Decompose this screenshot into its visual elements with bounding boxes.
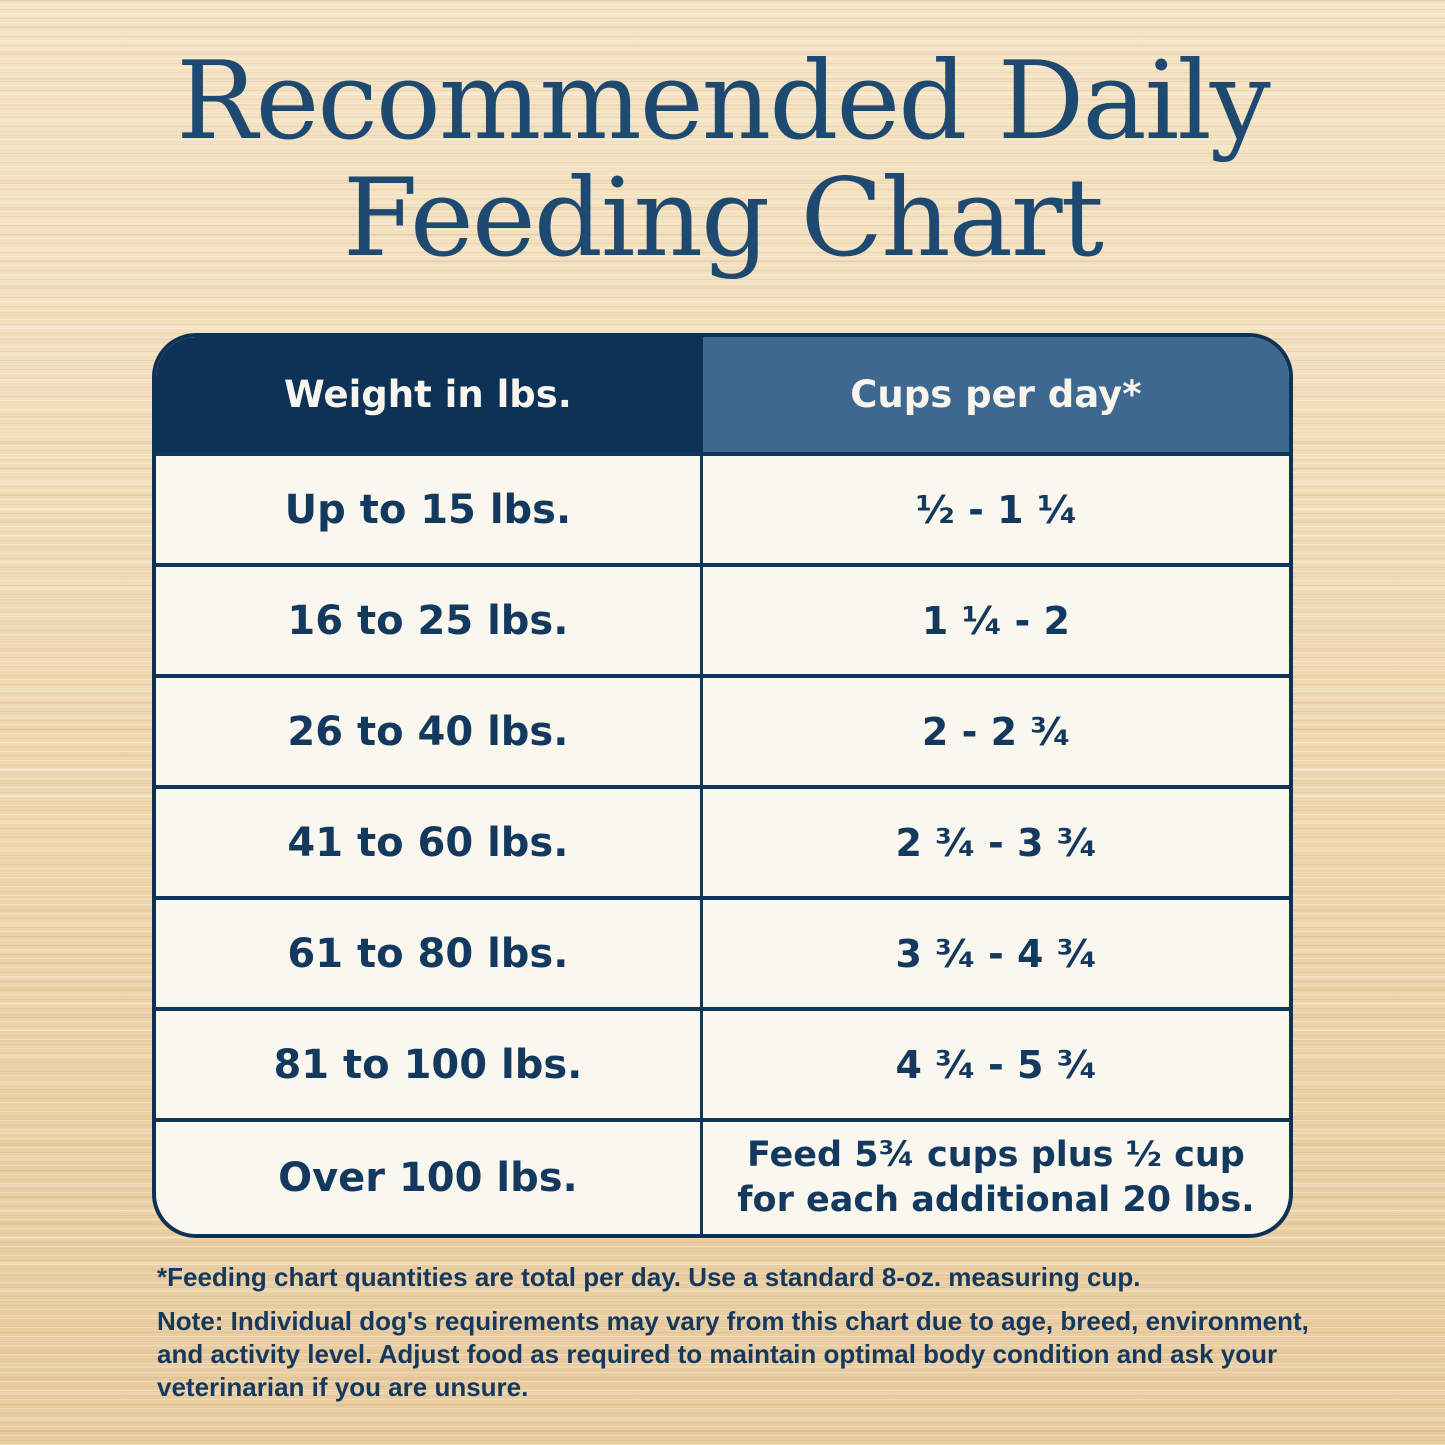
cups-cell: 2 ³⁄₄ - 3 ³⁄₄ (699, 789, 1289, 896)
header-cups-per-day: Cups per day* (699, 337, 1289, 452)
table-header-row: Weight in lbs. Cups per day* (156, 337, 1289, 452)
weight-cell: Up to 15 lbs. (284, 486, 572, 533)
weight-cell: 81 to 100 lbs. (273, 1041, 583, 1088)
note-text: Individual dog's requirements may vary f… (157, 1306, 1309, 1403)
header-weight: Weight in lbs. (156, 337, 700, 452)
table-row: 26 to 40 lbs. 2 - 2 ³⁄₄ (156, 674, 1289, 785)
note-footnote: Note: Individual dog's requirements may … (157, 1305, 1322, 1404)
table-row: 61 to 80 lbs. 3 ³⁄₄ - 4 ³⁄₄ (156, 896, 1289, 1007)
page-title-line-1: Recommended Daily (176, 39, 1271, 164)
cups-cell: 2 - 2 ³⁄₄ (699, 678, 1289, 785)
feeding-chart-table: Weight in lbs. Cups per day* Up to 15 lb… (152, 333, 1293, 1238)
cups-cell: 3 ³⁄₄ - 4 ³⁄₄ (699, 900, 1289, 1007)
weight-cell: 16 to 25 lbs. (287, 597, 569, 644)
asterisk-footnote: *Feeding chart quantities are total per … (157, 1262, 1141, 1292)
page-title: Recommended Daily Feeding Chart (0, 39, 1445, 281)
note-label: Note: (157, 1306, 224, 1336)
table-row: Over 100 lbs. Feed 5¾ cups plus ½ cup fo… (156, 1118, 1289, 1234)
weight-cell: Over 100 lbs. (278, 1155, 578, 1201)
table-row: 16 to 25 lbs. 1 ¹⁄₄ - 2 (156, 563, 1289, 674)
table-row: 81 to 100 lbs. 4 ³⁄₄ - 5 ³⁄₄ (156, 1007, 1289, 1118)
weight-cell: 41 to 60 lbs. (287, 819, 569, 866)
cups-cell: 4 ³⁄₄ - 5 ³⁄₄ (699, 1011, 1289, 1118)
weight-cell: 61 to 80 lbs. (287, 930, 569, 977)
page-title-line-2: Feeding Chart (342, 155, 1104, 281)
cups-cell: ¹⁄₂ - 1 ¹⁄₄ (699, 456, 1289, 563)
cups-cell: 1 ¹⁄₄ - 2 (699, 567, 1289, 674)
table-row: 41 to 60 lbs. 2 ³⁄₄ - 3 ³⁄₄ (156, 785, 1289, 896)
cups-cell: Feed 5¾ cups plus ½ cup for each additio… (699, 1122, 1289, 1234)
weight-cell: 26 to 40 lbs. (287, 708, 569, 755)
table-row: Up to 15 lbs. ¹⁄₂ - 1 ¹⁄₄ (156, 452, 1289, 563)
